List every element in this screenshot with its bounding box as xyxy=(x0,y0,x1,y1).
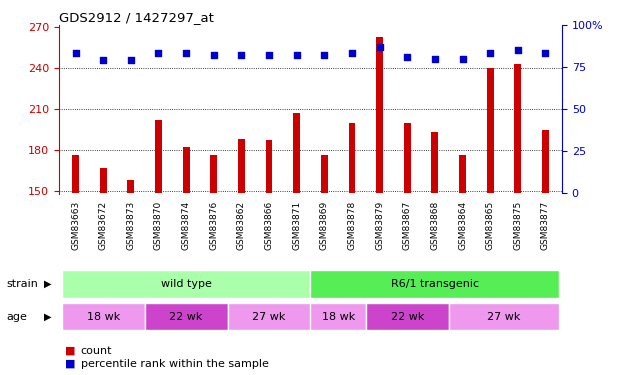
Text: 22 wk: 22 wk xyxy=(391,312,424,321)
Point xyxy=(347,51,357,57)
Text: R6/1 transgenic: R6/1 transgenic xyxy=(391,279,479,289)
Point xyxy=(540,51,550,57)
Text: GSM83879: GSM83879 xyxy=(375,201,384,250)
Text: 18 wk: 18 wk xyxy=(322,312,355,321)
Point xyxy=(98,57,108,63)
Bar xyxy=(266,140,273,375)
Text: GSM83868: GSM83868 xyxy=(430,201,440,250)
Point xyxy=(430,56,440,62)
Point xyxy=(374,44,384,50)
Bar xyxy=(238,139,245,375)
Point xyxy=(153,51,163,57)
Text: GSM83874: GSM83874 xyxy=(181,201,191,250)
Point xyxy=(237,52,247,58)
Text: count: count xyxy=(81,346,112,355)
Text: strain: strain xyxy=(6,279,38,289)
Bar xyxy=(127,180,134,375)
Text: GSM83862: GSM83862 xyxy=(237,201,246,250)
Text: age: age xyxy=(6,312,27,321)
Bar xyxy=(310,303,366,330)
Text: ▶: ▶ xyxy=(43,312,51,321)
Bar xyxy=(227,303,310,330)
Text: GSM83672: GSM83672 xyxy=(99,201,107,250)
Point xyxy=(319,52,329,58)
Point xyxy=(513,47,523,53)
Bar xyxy=(183,147,189,375)
Point xyxy=(71,51,81,57)
Bar xyxy=(321,155,328,375)
Bar xyxy=(61,270,310,298)
Text: GSM83864: GSM83864 xyxy=(458,201,467,250)
Text: 27 wk: 27 wk xyxy=(487,312,520,321)
Point xyxy=(264,52,274,58)
Text: ▶: ▶ xyxy=(43,279,51,289)
Bar xyxy=(100,168,107,375)
Bar xyxy=(145,303,227,330)
Bar xyxy=(432,132,438,375)
Text: percentile rank within the sample: percentile rank within the sample xyxy=(81,359,269,369)
Text: GSM83876: GSM83876 xyxy=(209,201,218,250)
Point xyxy=(181,51,191,57)
Bar xyxy=(366,303,449,330)
Bar xyxy=(487,68,494,375)
Point xyxy=(126,57,136,63)
Text: 22 wk: 22 wk xyxy=(170,312,203,321)
Text: GSM83870: GSM83870 xyxy=(154,201,163,250)
Bar xyxy=(459,155,466,375)
Point xyxy=(292,52,302,58)
Point xyxy=(485,51,495,57)
Point xyxy=(402,54,412,60)
Bar xyxy=(61,303,145,330)
Text: GSM83865: GSM83865 xyxy=(486,201,495,250)
Text: GSM83873: GSM83873 xyxy=(126,201,135,250)
Text: GSM83875: GSM83875 xyxy=(514,201,522,250)
Text: GSM83871: GSM83871 xyxy=(292,201,301,250)
Text: wild type: wild type xyxy=(161,279,212,289)
Text: 27 wk: 27 wk xyxy=(252,312,286,321)
Bar xyxy=(542,129,549,375)
Bar xyxy=(293,113,300,375)
Text: 18 wk: 18 wk xyxy=(86,312,120,321)
Bar xyxy=(72,155,79,375)
Bar xyxy=(310,270,560,298)
Text: GSM83866: GSM83866 xyxy=(265,201,273,250)
Bar xyxy=(376,37,383,375)
Bar xyxy=(404,123,410,375)
Text: GSM83867: GSM83867 xyxy=(403,201,412,250)
Point xyxy=(458,56,468,62)
Text: GDS2912 / 1427297_at: GDS2912 / 1427297_at xyxy=(59,10,214,24)
Bar xyxy=(211,155,217,375)
Text: GSM83663: GSM83663 xyxy=(71,201,80,250)
Point xyxy=(209,52,219,58)
Bar xyxy=(514,64,521,375)
Bar xyxy=(155,120,162,375)
Text: GSM83877: GSM83877 xyxy=(541,201,550,250)
Bar xyxy=(449,303,560,330)
Text: ■: ■ xyxy=(65,359,76,369)
Text: GSM83878: GSM83878 xyxy=(348,201,356,250)
Text: GSM83869: GSM83869 xyxy=(320,201,329,250)
Bar xyxy=(348,123,355,375)
Text: ■: ■ xyxy=(65,346,76,355)
